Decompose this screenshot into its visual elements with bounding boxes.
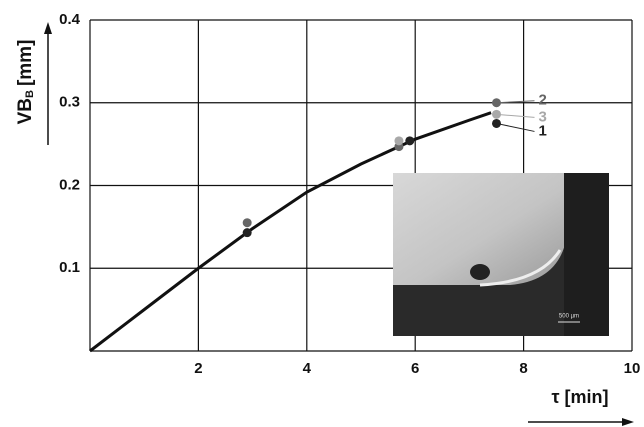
scale-label: 500 µm xyxy=(559,314,579,320)
x-tick-label: 6 xyxy=(411,360,419,377)
chart: 0.10.20.30.4246810123 500 µm VBB[mm] τ [… xyxy=(0,0,644,427)
series-label: 3 xyxy=(539,108,547,125)
y-axis-label: VBB [mm] xyxy=(15,40,36,125)
series-label: 2 xyxy=(539,92,547,109)
data-point xyxy=(405,136,414,145)
leader-line xyxy=(497,123,535,131)
y-tick-label: 0.2 xyxy=(59,176,80,193)
data-point xyxy=(394,136,403,145)
data-point xyxy=(243,228,252,237)
y-tick-label: 0.3 xyxy=(59,94,80,111)
leader-line xyxy=(497,114,535,117)
x-tick-label: 8 xyxy=(519,360,527,377)
y-label-main: VB xyxy=(15,98,36,124)
y-label-unit: [mm] xyxy=(15,40,36,86)
data-point xyxy=(243,218,252,227)
x-tick-label: 4 xyxy=(303,360,312,377)
inset-photo: 500 µm xyxy=(393,173,609,336)
x-axis-label: τ [min] xyxy=(551,387,608,407)
y-label-sub: B xyxy=(24,90,36,98)
x-tick-label: 2 xyxy=(194,360,202,377)
y-tick-label: 0.4 xyxy=(59,11,81,28)
x-tick-label: 10 xyxy=(624,360,641,377)
y-tick-label: 0.1 xyxy=(59,259,80,276)
